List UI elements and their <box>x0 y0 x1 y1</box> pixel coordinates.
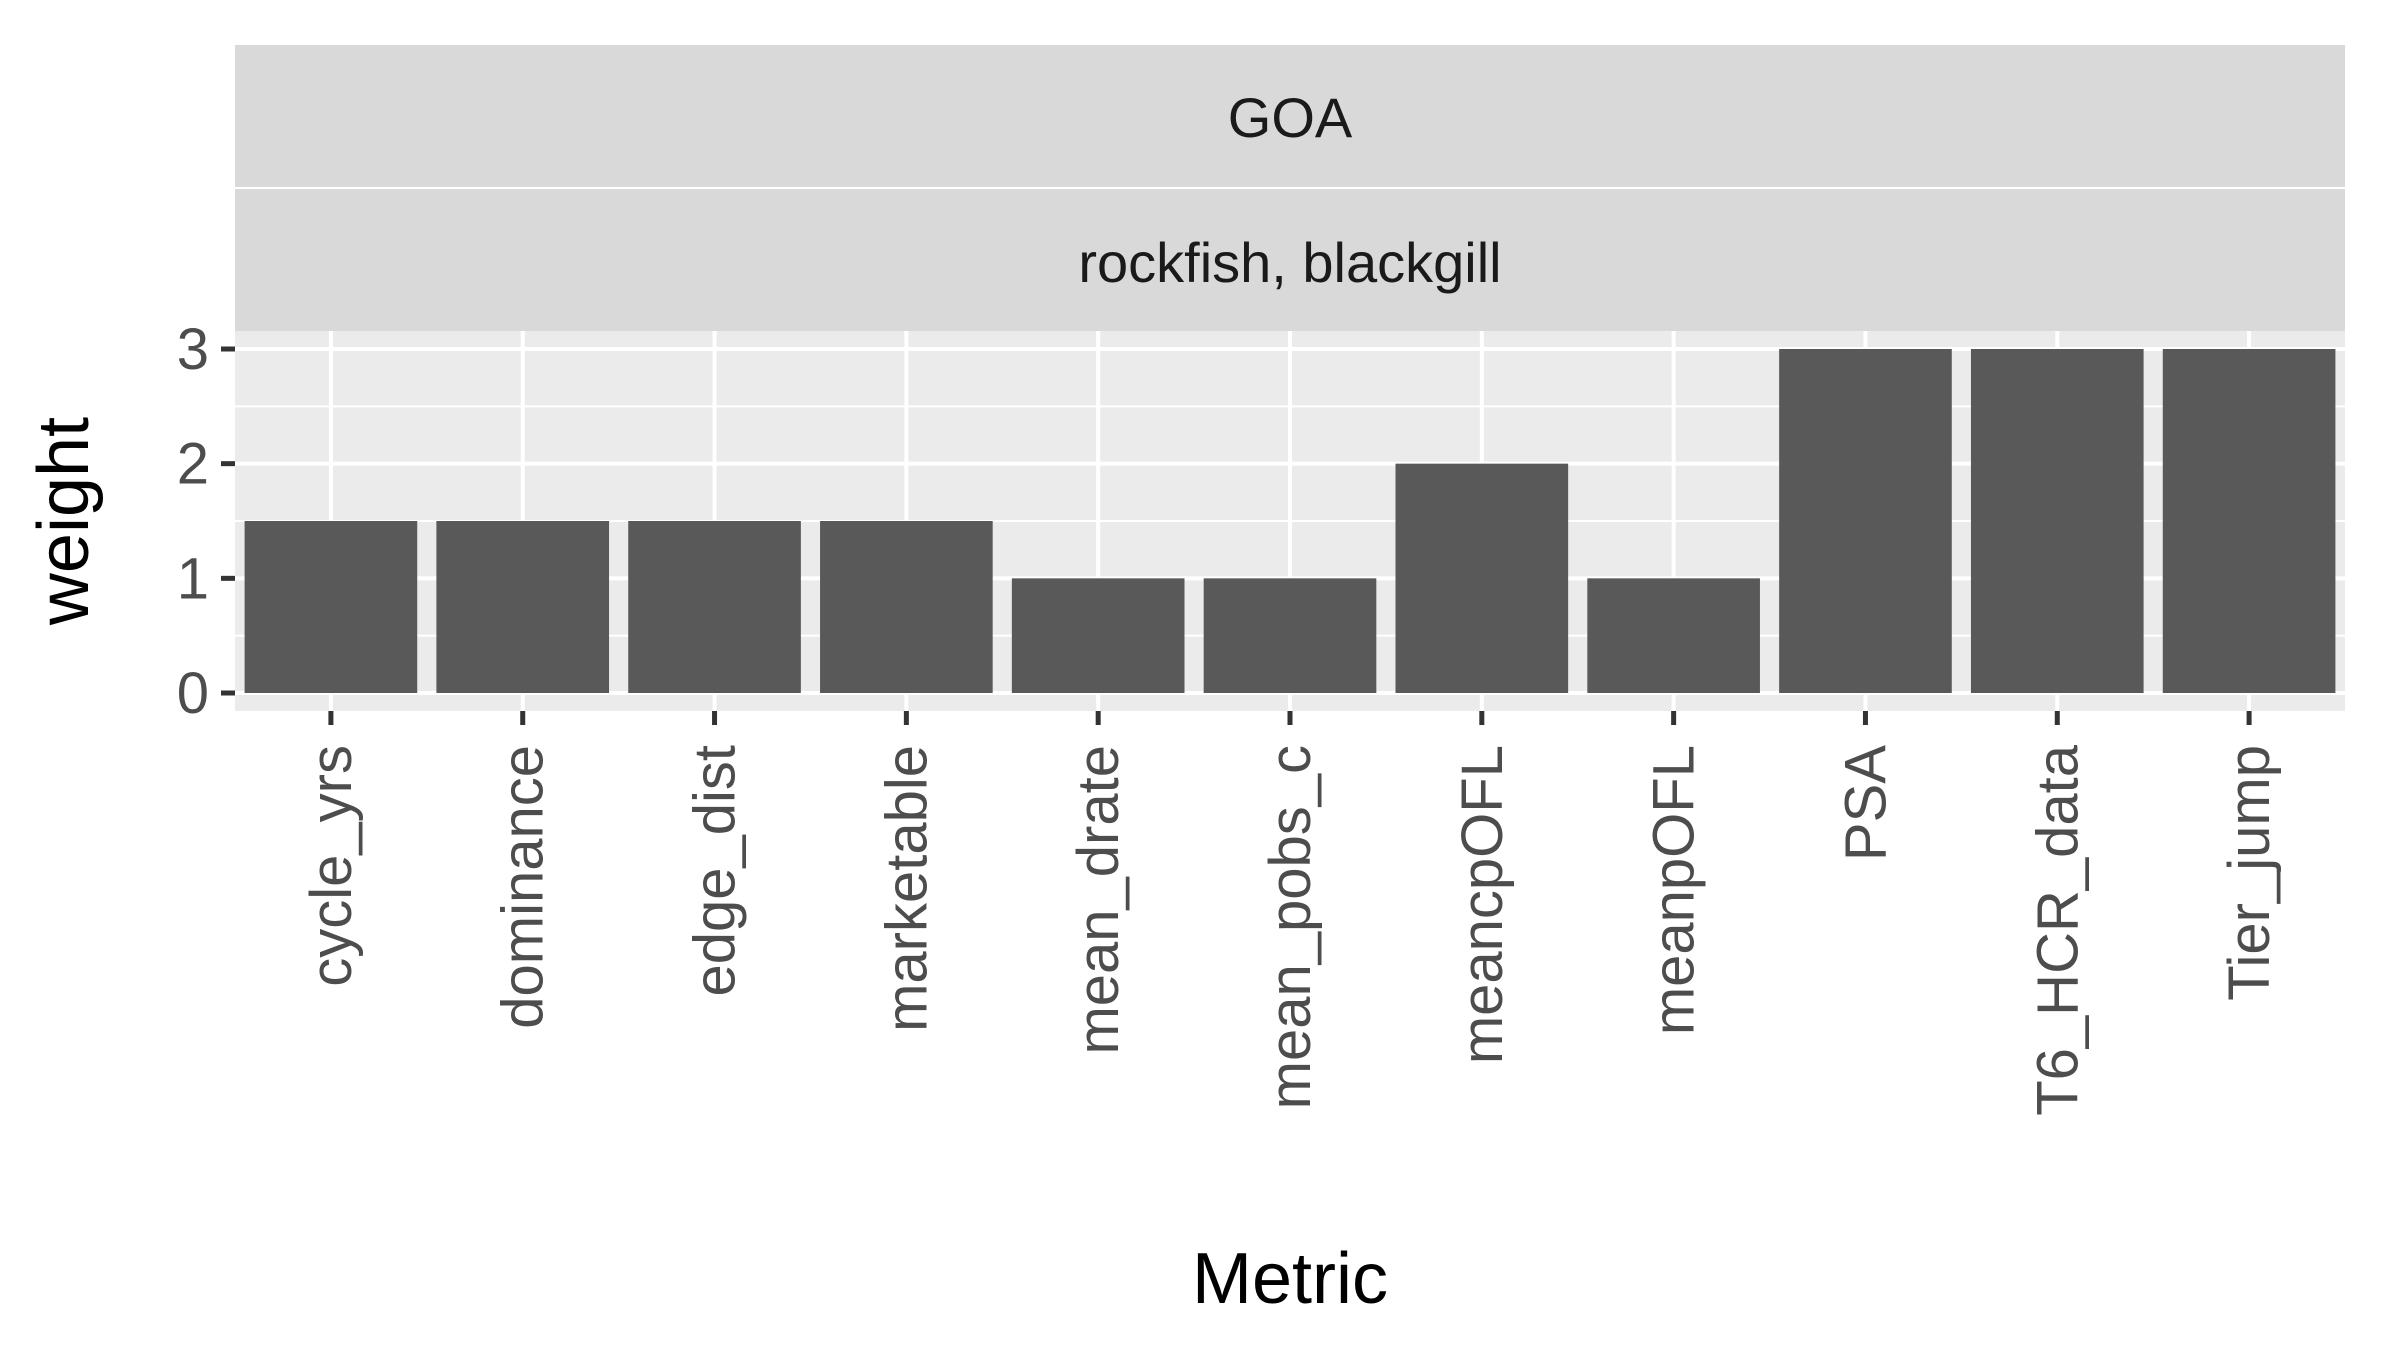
bar <box>244 521 418 693</box>
y-axis: 0 1 2 3 <box>177 317 235 726</box>
x-axis: cycle_yrs dominance edge_dist marketable mea… <box>299 711 2282 1116</box>
x-tick-label: mean_pobs_c <box>1258 745 1323 1109</box>
x-tick-label: marketable <box>874 745 939 1032</box>
y-axis-title: weight <box>24 417 104 626</box>
bar <box>1970 349 2144 693</box>
strip-background-bottom <box>235 189 2345 331</box>
bar <box>1011 578 1185 693</box>
x-tick-label: cycle_yrs <box>299 745 364 987</box>
bar <box>1203 578 1377 693</box>
x-tick-label: Tier_jump <box>2217 745 2282 1001</box>
bar <box>1779 349 1952 693</box>
bar <box>2162 349 2336 693</box>
x-tick-label: meanpOFL <box>1642 745 1707 1035</box>
strip-label-region: GOA <box>1228 86 1353 149</box>
bar <box>628 521 801 693</box>
x-tick-label: T6_HCR_data <box>2025 744 2090 1115</box>
x-tick-label: meancpOFL <box>1450 745 1515 1064</box>
x-axis-title: Metric <box>1192 1239 1388 1319</box>
y-tick-label: 3 <box>177 317 209 382</box>
bar <box>1395 463 1569 693</box>
y-tick-label: 2 <box>177 432 209 497</box>
bar <box>436 521 610 693</box>
x-tick-label: dominance <box>491 745 556 1029</box>
x-tick-label: PSA <box>1833 745 1898 861</box>
y-tick-label: 0 <box>177 661 209 726</box>
strip-label-species: rockfish, blackgill <box>1078 231 1501 294</box>
bars <box>244 349 2336 693</box>
bar <box>820 521 993 693</box>
y-tick-label: 1 <box>177 546 209 611</box>
x-tick-label: edge_dist <box>683 745 748 997</box>
x-tick-label: mean_drate <box>1066 745 1131 1055</box>
strip-background-top <box>235 45 2345 187</box>
bar <box>1587 578 1760 693</box>
